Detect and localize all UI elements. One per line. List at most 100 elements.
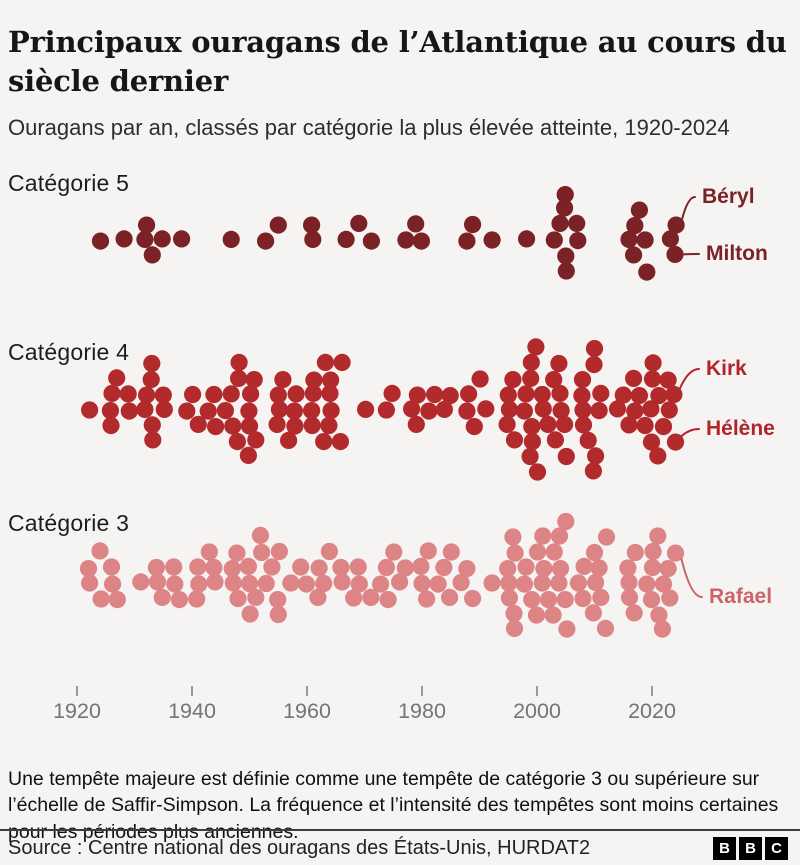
hurricane-dot <box>108 369 126 387</box>
axis-tick-label: 1940 <box>168 699 216 723</box>
hurricane-dot <box>316 353 334 371</box>
hurricane-dot <box>269 605 287 624</box>
hurricane-dot <box>132 573 150 591</box>
hurricane-dot <box>420 402 438 420</box>
hurricane-dot <box>505 431 524 449</box>
hurricane-dot <box>587 447 605 465</box>
hurricane-dot <box>666 433 685 451</box>
hurricane-dot <box>119 385 137 403</box>
hurricane-dot <box>143 354 161 373</box>
hurricane-dot <box>654 575 673 593</box>
hurricane-dot <box>362 232 380 250</box>
hurricane-dot <box>515 402 534 420</box>
hurricane-dot <box>81 401 99 419</box>
hurricane-dot <box>523 433 542 451</box>
hurricane-dot <box>620 573 638 592</box>
hurricane-dot <box>556 415 574 433</box>
hurricane-dot <box>584 462 603 480</box>
hurricane-dot <box>452 573 470 592</box>
hurricane-dot <box>144 431 162 449</box>
hurricane-dot <box>270 400 288 418</box>
hurricane-dot <box>165 558 183 576</box>
hurricane-dot <box>303 402 321 420</box>
hurricane-dot <box>184 385 202 404</box>
hurricane-dot <box>269 591 287 609</box>
hurricane-dot <box>620 416 638 434</box>
hurricane-dot <box>642 433 661 451</box>
hurricane-dot <box>630 201 649 219</box>
axis-tick-label: 2020 <box>628 699 676 723</box>
hurricane-dot <box>189 558 207 576</box>
hurricane-dot <box>407 415 425 433</box>
hurricane-dot <box>539 591 558 609</box>
hurricane-dot <box>345 589 363 607</box>
hurricane-dot <box>102 558 121 576</box>
hurricane-dot <box>592 588 610 607</box>
hurricane-dot <box>205 558 223 577</box>
hurricane-dot <box>636 231 654 249</box>
hurricane-dot <box>224 417 242 435</box>
hurricane-dot <box>441 588 459 607</box>
hurricane-dot <box>574 401 592 419</box>
hurricane-dot <box>659 560 677 578</box>
hurricane-dot <box>257 574 275 593</box>
hurricane-dot <box>379 591 397 609</box>
hurricane-dot <box>638 575 656 593</box>
hurricane-dot <box>154 386 172 404</box>
source-text: Source : Centre national des ouragans de… <box>8 836 591 859</box>
hurricane-dot <box>568 214 586 232</box>
hurricane-dot <box>557 262 575 280</box>
hurricane-dot <box>644 354 662 372</box>
hurricane-dot <box>257 232 275 250</box>
hurricane-dot <box>419 542 437 560</box>
hurricane-dot <box>551 560 570 578</box>
hurricane-dot <box>321 384 339 402</box>
hurricane-dot <box>333 573 351 591</box>
hurricane-dot <box>304 384 322 402</box>
hurricane-dot <box>464 589 482 608</box>
hurricane-dot <box>649 527 667 545</box>
hurricane-dot <box>103 384 121 402</box>
hurricane-dot <box>350 214 368 232</box>
bbc-logo: B B C <box>713 836 788 860</box>
hurricane-dot <box>527 338 545 356</box>
hurricane-dot <box>101 402 119 420</box>
hurricane-dot <box>649 447 667 465</box>
hurricane-dot <box>207 418 225 436</box>
hurricane-dot <box>608 400 627 418</box>
hurricane-dot <box>569 232 587 250</box>
hurricane-dot <box>138 216 156 234</box>
hurricane-dot <box>426 385 444 404</box>
hurricane-dot <box>396 559 414 577</box>
hurricane-dot <box>239 446 257 464</box>
annotation-leader-line <box>680 428 700 438</box>
hurricane-dot <box>517 385 535 403</box>
hurricane-dot <box>383 384 401 402</box>
hurricane-dot <box>471 370 489 388</box>
row-label-category-3: Catégorie 3 <box>8 510 130 536</box>
hurricane-dot <box>517 558 535 576</box>
hurricane-dot <box>546 431 565 449</box>
bbc-logo-letter: B <box>739 836 762 860</box>
hurricane-dot <box>661 230 680 248</box>
hurricane-dot <box>224 574 242 592</box>
hurricane-dot <box>200 543 218 561</box>
hurricane-dot <box>147 558 165 577</box>
hurricane-dot <box>573 371 592 389</box>
annotation-leader-line <box>681 196 696 221</box>
hurricane-dot <box>522 353 540 371</box>
hurricane-dot <box>377 401 395 419</box>
hurricane-dot <box>527 606 546 624</box>
hurricane-dot <box>666 544 685 562</box>
hurricane-dot <box>441 387 459 405</box>
hurricane-dot <box>579 431 597 449</box>
hurricane-dot <box>626 402 644 420</box>
hurricane-dot <box>465 418 483 436</box>
hurricane-dot <box>242 385 260 403</box>
hurricane-dot <box>556 199 574 217</box>
hurricane-dot <box>178 402 196 420</box>
hurricane-dot <box>587 573 605 592</box>
hurricane-dot <box>108 591 126 609</box>
